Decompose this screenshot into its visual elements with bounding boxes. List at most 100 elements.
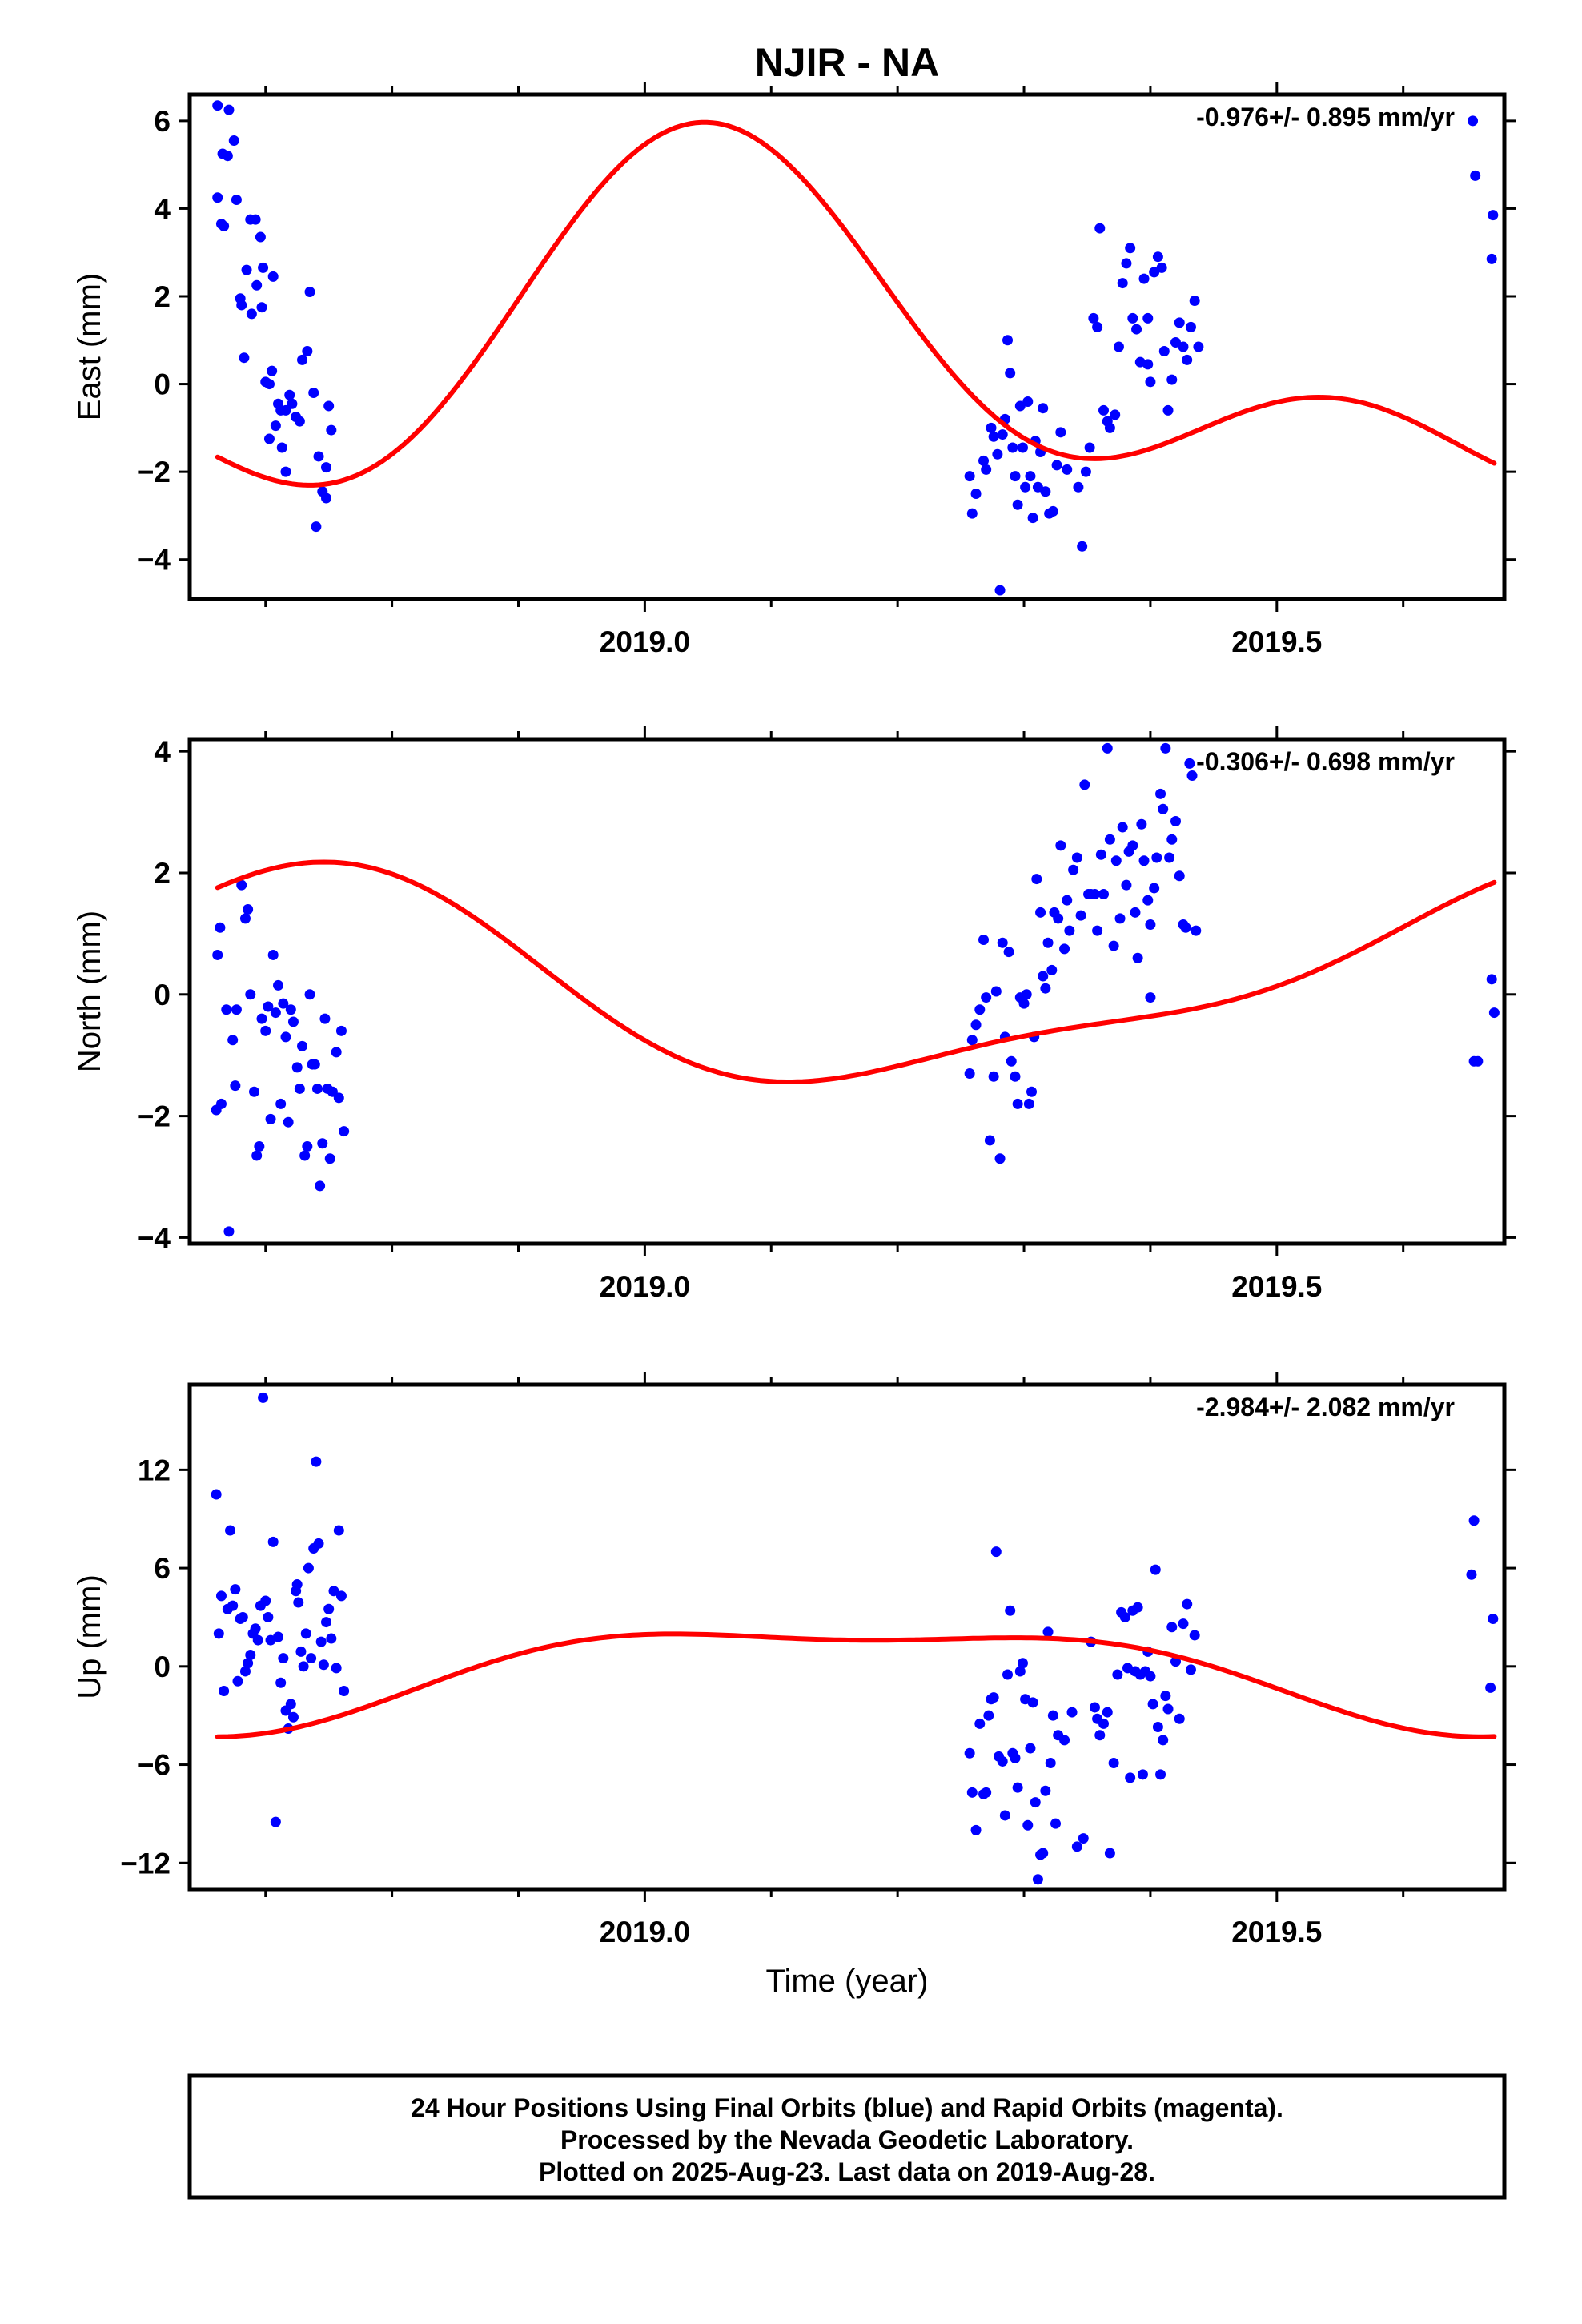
east-data-point [1014, 400, 1026, 412]
east-data-point [1077, 541, 1088, 552]
north-data-point [1180, 922, 1191, 933]
east-data-point [1121, 258, 1132, 269]
east-data-point [986, 422, 997, 433]
east-data-point [1170, 337, 1181, 348]
east-data-point [241, 264, 252, 275]
up-data-point [1182, 1598, 1193, 1610]
up-data-point [211, 1489, 222, 1500]
east-data-point [304, 287, 315, 298]
north-data-point [302, 1141, 313, 1152]
north-plot-frame [187, 737, 1507, 1246]
east-data-point [1038, 403, 1049, 414]
up-data-point [990, 1546, 1002, 1558]
north-rate-label: -0.306+/- 0.698 mm/yr [1196, 747, 1455, 776]
north-data-point [280, 1031, 291, 1043]
north-data-point [1012, 1098, 1023, 1109]
east-ytick-label: 4 [154, 192, 171, 225]
up-data-point [1158, 1735, 1169, 1746]
north-panel: −4 −2 0 2 4 2019.0 2019.5 North (mm) -0.306+/- 0… [72, 726, 1516, 1303]
north-data-point [283, 1116, 294, 1128]
up-data-point [1174, 1713, 1185, 1724]
north-data-point [1155, 788, 1166, 799]
north-data-point [294, 1083, 305, 1094]
up-data-point [1178, 1618, 1189, 1630]
up-data-point [1152, 1722, 1163, 1732]
north-data-point [215, 922, 226, 933]
north-data-point [245, 989, 256, 1000]
east-y-axis-label: East (mm) [72, 273, 107, 420]
north-data-point [309, 1059, 320, 1070]
up-data-point [245, 1650, 256, 1660]
north-data-point [1110, 855, 1122, 866]
up-data-point [213, 1628, 224, 1639]
up-data-point [215, 1590, 227, 1602]
east-data-point [239, 352, 250, 364]
up-data-point [298, 1661, 309, 1672]
up-data-point [273, 1631, 284, 1642]
north-data-point [287, 1016, 299, 1027]
east-data-point [1094, 223, 1106, 234]
east-plot-frame [187, 92, 1507, 601]
east-data-point [308, 388, 319, 399]
north-data-point [231, 1004, 242, 1015]
north-data-point [1003, 947, 1014, 958]
north-data-point [339, 1126, 350, 1137]
east-data-point [978, 455, 990, 466]
up-data-point [232, 1675, 243, 1687]
up-data-point [988, 1692, 999, 1703]
north-data-point [990, 986, 1002, 997]
north-data-point [1184, 758, 1195, 769]
up-ytick-label: 0 [154, 1651, 171, 1683]
up-data-point [1185, 1664, 1196, 1675]
up-data-point [285, 1699, 296, 1710]
up-data-point [1010, 1752, 1021, 1763]
east-data-point [1158, 345, 1170, 356]
up-data-point [335, 1590, 347, 1602]
east-data-point [1055, 427, 1066, 438]
north-data-point [1092, 925, 1103, 936]
north-data-point [1108, 940, 1119, 951]
north-data-point [221, 1004, 232, 1015]
north-data-point [970, 1019, 982, 1031]
east-data-point [988, 431, 999, 442]
east-fit-curve [215, 119, 1497, 488]
east-data-point [228, 135, 239, 147]
up-data-point [1488, 1614, 1499, 1624]
east-data-point [1193, 341, 1204, 352]
east-data-point [1040, 486, 1051, 497]
north-data-point [1055, 840, 1066, 851]
up-data-point [1102, 1707, 1113, 1718]
east-data-point [280, 466, 291, 477]
north-data-point [1142, 895, 1154, 906]
east-data-point [1047, 505, 1058, 517]
east-data-point [1017, 442, 1028, 453]
east-data-point [1145, 376, 1156, 388]
chart-title: NJIR - NA [755, 40, 940, 85]
east-ytick-label: 6 [154, 105, 171, 138]
up-data-point [1050, 1818, 1062, 1829]
north-data-point [1089, 889, 1100, 900]
north-data-point [1018, 998, 1030, 1009]
north-data-point [1138, 855, 1150, 866]
east-data-point [1156, 262, 1167, 273]
east-data-point [1012, 499, 1023, 510]
east-data-point [263, 433, 275, 444]
east-data-point [287, 398, 298, 409]
up-data-point [219, 1686, 230, 1696]
up-data-point [1112, 1669, 1123, 1680]
east-data-point [1062, 464, 1073, 475]
north-data-point [1149, 883, 1160, 894]
east-data-point [263, 379, 275, 390]
up-data-point [1047, 1710, 1058, 1721]
up-data-point [1027, 1697, 1038, 1708]
east-data-point [258, 262, 269, 273]
north-data-point [315, 1180, 326, 1192]
footer-line-2: Processed by the Nevada Geodetic Laborat… [560, 2125, 1134, 2154]
up-data-point [1189, 1630, 1200, 1641]
up-data-point [315, 1636, 327, 1647]
east-data-point [1084, 442, 1095, 453]
east-data-point [1138, 273, 1150, 284]
east-data-point [219, 220, 230, 231]
north-data-point [297, 1040, 308, 1051]
east-data-point [313, 451, 324, 462]
